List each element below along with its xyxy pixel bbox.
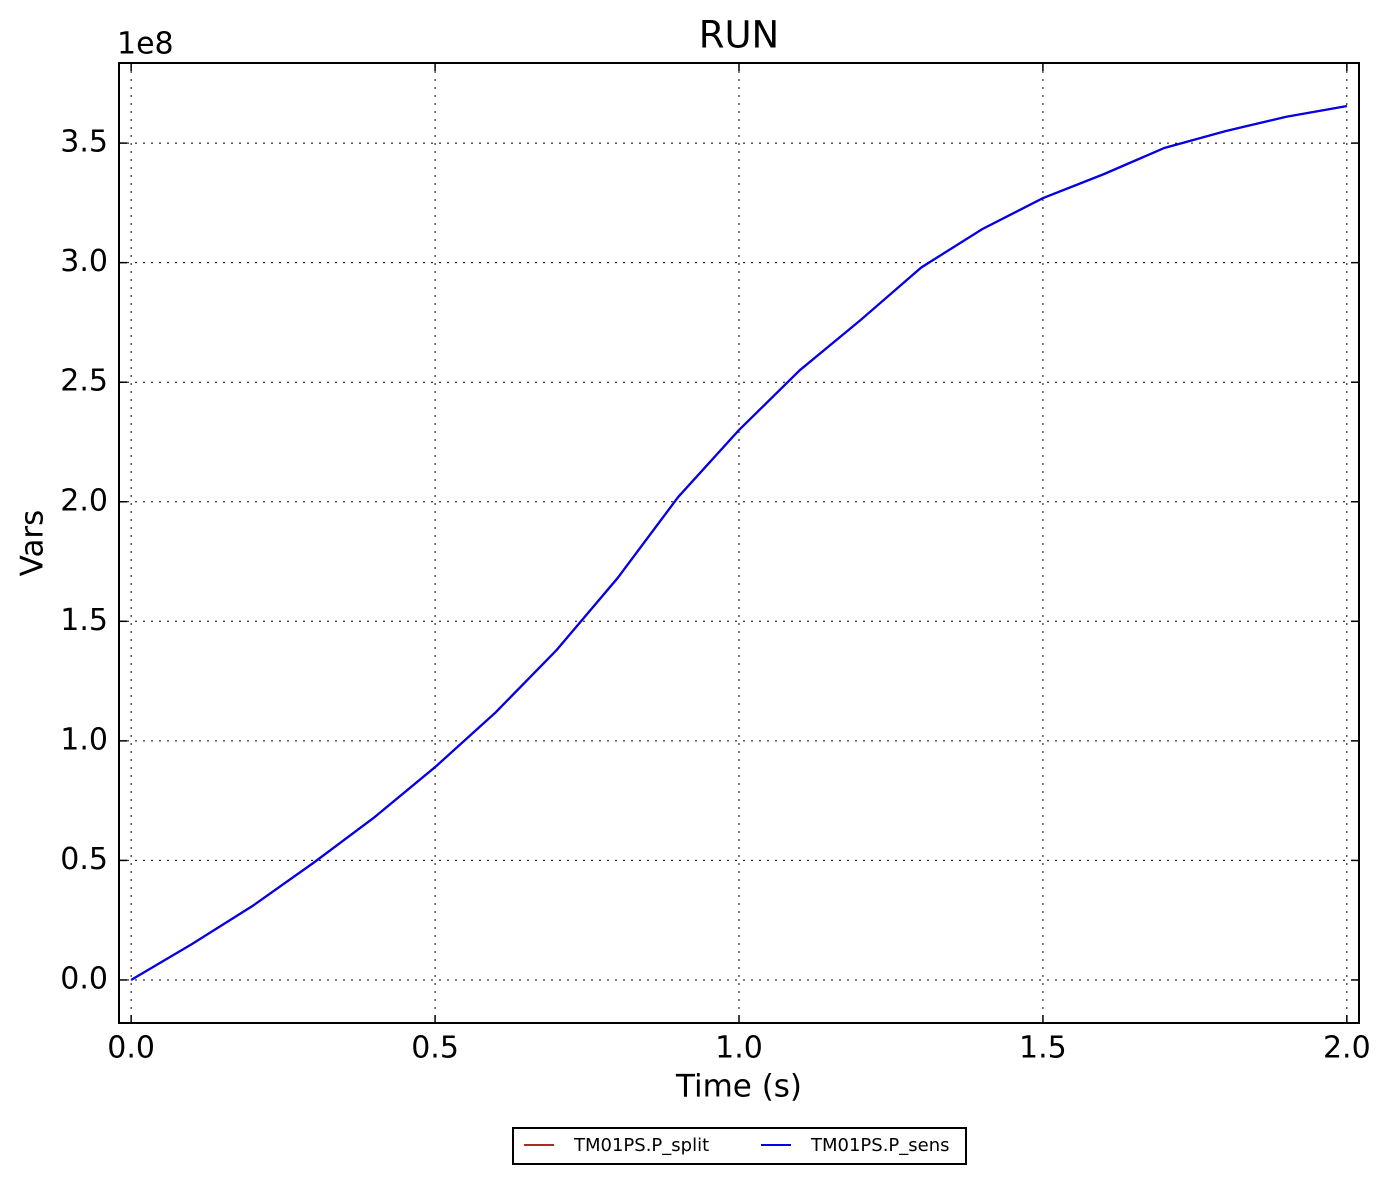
- x-tick-label: 1.0: [715, 1031, 763, 1066]
- y-tick-label: 2.5: [60, 364, 108, 399]
- y-axis-label: Vars: [15, 510, 51, 577]
- y-tick-label: 3.5: [60, 125, 108, 160]
- plot-frame: [118, 62, 1360, 1024]
- y-tick-label: 0.0: [60, 961, 108, 996]
- legend-box: [512, 1127, 967, 1165]
- y-tick-label: 2.0: [60, 483, 108, 518]
- y-tick-label: 3.0: [60, 244, 108, 279]
- legend: TM01PS.P_split TM01PS.P_sens: [512, 1127, 967, 1165]
- y-tick-label: 1.5: [60, 603, 108, 638]
- chart-title: RUN: [699, 14, 779, 57]
- data-line: [130, 104, 1348, 981]
- legend-label: TM01PS.P_split: [573, 1135, 709, 1156]
- y-tick-label: 0.5: [60, 842, 108, 877]
- x-tick-label: 0.0: [107, 1031, 155, 1066]
- x-axis-label: Time (s): [675, 1069, 802, 1105]
- y-tick-label: 1.0: [60, 722, 108, 757]
- x-tick-label: 0.5: [411, 1031, 459, 1066]
- legend-label: TM01PS.P_sens: [810, 1135, 950, 1156]
- x-tick-label: 1.5: [1019, 1031, 1067, 1066]
- x-tick-label: 2.0: [1323, 1031, 1371, 1066]
- y-offset-label: 1e8: [117, 27, 174, 62]
